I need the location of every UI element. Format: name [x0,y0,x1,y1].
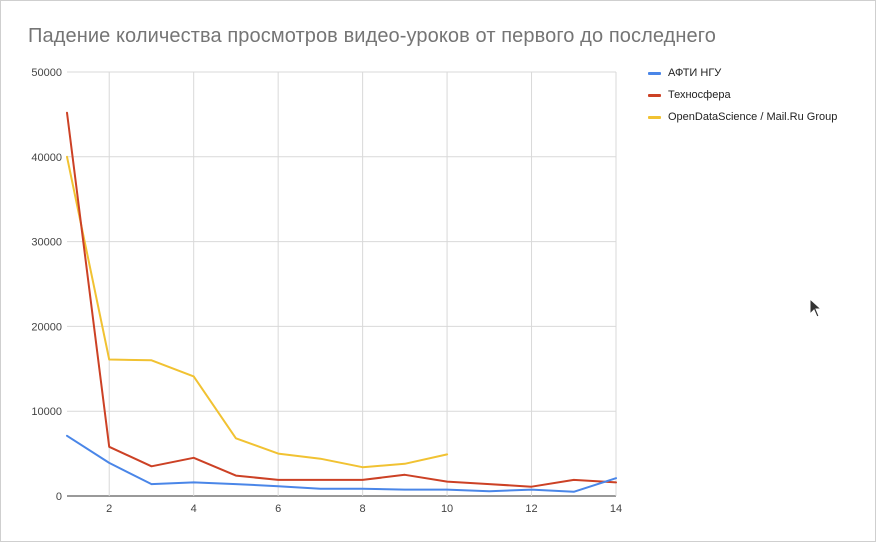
mouse-pointer-icon [809,297,823,318]
x-tick-label: 8 [360,503,366,515]
legend-item-technosphere[interactable]: Техносфера [648,84,837,106]
legend-swatch [648,71,661,75]
x-tick-label: 4 [191,503,197,515]
y-tick-label: 10000 [31,406,62,418]
legend-swatch [648,115,661,119]
y-tick-label: 40000 [31,152,62,164]
series-line [66,111,617,488]
series-line [66,155,449,469]
legend-swatch [648,93,661,97]
x-tick-label: 10 [441,503,453,515]
legend-item-ods[interactable]: OpenDataScience / Mail.Ru Group [648,106,837,128]
legend-label: OpenDataScience / Mail.Ru Group [668,111,838,123]
y-tick-label: 0 [56,491,62,503]
x-tick-label: 2 [106,503,112,515]
series-line [66,434,617,493]
legend-label: АФТИ НГУ [668,67,722,79]
y-tick-label: 30000 [31,237,62,249]
y-tick-label: 20000 [31,321,62,333]
x-tick-label: 6 [275,503,281,515]
y-tick-label: 50000 [31,67,62,79]
chart-legend: АФТИ НГУ Техносфера OpenDataScience / Ma… [648,62,837,128]
x-tick-label: 12 [525,503,537,515]
chart-title: Падение количества просмотров видео-урок… [28,25,716,47]
legend-item-afti[interactable]: АФТИ НГУ [648,62,837,84]
legend-label: Техносфера [668,89,731,101]
x-tick-label: 14 [610,503,622,515]
